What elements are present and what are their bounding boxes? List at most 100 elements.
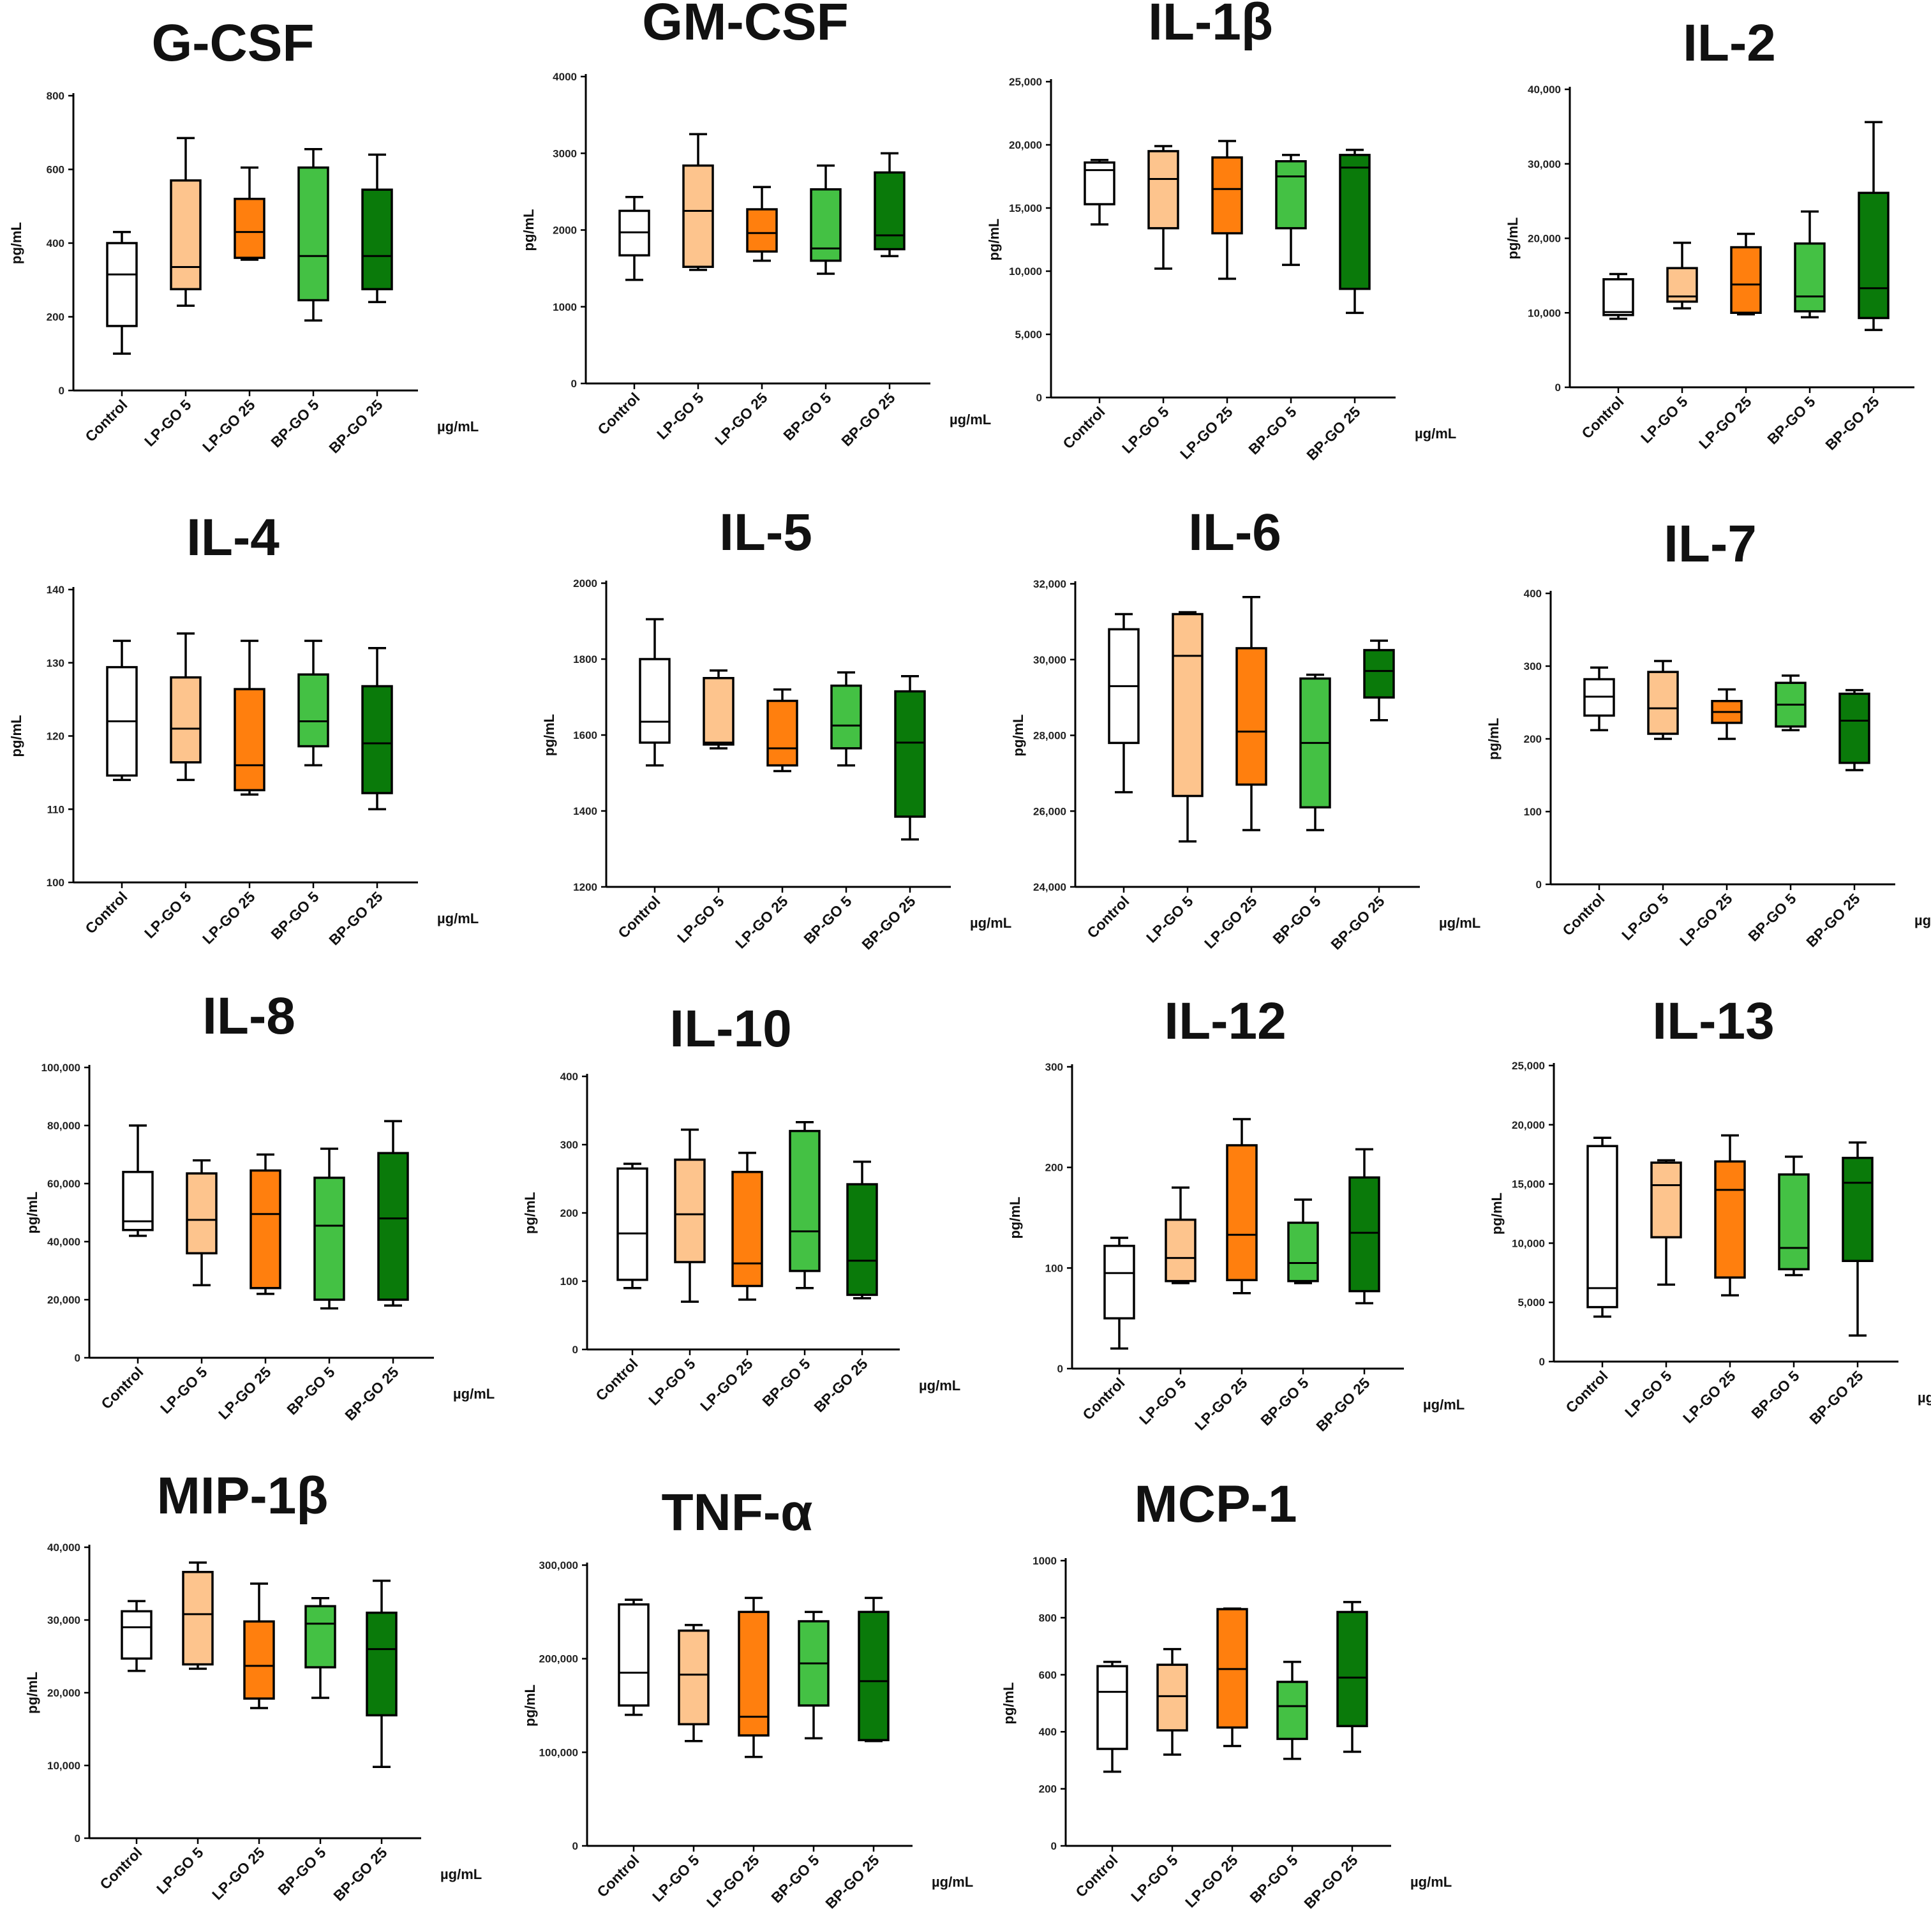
- x-category-label: LP-GO 25: [1182, 1852, 1241, 1911]
- y-tick-label: 40,000: [47, 1542, 80, 1554]
- y-axis-label: pg/mL: [1486, 718, 1502, 760]
- chart-panel: IL-6 24,000 26,000 28,000 30,000 32,000 pg/mL C…: [1010, 503, 1480, 953]
- chart-title: MCP-1: [1134, 1475, 1297, 1533]
- box-iqr: [1363, 649, 1395, 699]
- x-unit-label: µg/mL: [1439, 915, 1480, 931]
- chart-title: IL-6: [1188, 503, 1281, 561]
- box-iqr: [1794, 242, 1826, 313]
- y-tick-label: 4000: [553, 71, 577, 83]
- box-iqr: [250, 1169, 281, 1289]
- y-tick-label: 100,000: [539, 1746, 578, 1758]
- box-iqr: [1602, 278, 1634, 316]
- x-category-label: LP-GO 5: [1618, 890, 1672, 944]
- x-category-label: BP-GO 25: [325, 396, 385, 456]
- y-tick-label: 25,000: [1512, 1060, 1545, 1072]
- y-tick-label: 300: [1045, 1061, 1063, 1073]
- x-category-label: BP-GO 5: [759, 1355, 813, 1409]
- x-category-label: LP-GO 5: [674, 893, 727, 946]
- y-tick-label: 32,000: [1033, 578, 1066, 590]
- x-category-label: Control: [1559, 890, 1607, 939]
- x-category-label: BP-GO 5: [1764, 393, 1818, 447]
- y-tick-label: 30,000: [1033, 654, 1066, 666]
- y-axis-label: pg/mL: [1505, 218, 1521, 260]
- x-category-label: Control: [1084, 893, 1132, 941]
- box-iqr: [789, 1129, 821, 1272]
- y-tick-label: 130: [47, 657, 64, 669]
- x-category-label: Control: [1562, 1367, 1611, 1416]
- box-iqr: [858, 1610, 890, 1742]
- box-iqr: [234, 197, 265, 259]
- box-iqr: [1348, 1176, 1380, 1293]
- box-iqr: [1730, 246, 1762, 315]
- box-iqr: [366, 1611, 398, 1717]
- box-iqr: [678, 1629, 710, 1726]
- x-category-label: LP-GO 25: [1676, 890, 1736, 949]
- y-tick-label: 300: [560, 1139, 578, 1151]
- x-unit-label: µg/mL: [440, 1866, 482, 1882]
- box-iqr: [1650, 1161, 1682, 1238]
- chart-title: IL-10: [669, 1000, 791, 1058]
- box-iqr: [361, 685, 393, 794]
- x-category-label: BP-GO 25: [1327, 893, 1387, 953]
- y-axis-label: pg/mL: [24, 1192, 40, 1234]
- x-category-label: LP-GO 25: [215, 1364, 274, 1423]
- x-category-label: BP-GO 5: [1269, 893, 1323, 947]
- y-tick-label: 0: [571, 378, 577, 390]
- box-iqr: [170, 179, 202, 290]
- box-iqr: [1714, 1160, 1746, 1279]
- chart-title: IL-12: [1164, 992, 1286, 1050]
- y-tick-label: 140: [47, 584, 64, 596]
- x-category-label: BP-GO 25: [1313, 1374, 1373, 1434]
- chart-title: TNF-α: [661, 1483, 812, 1542]
- y-axis-label: pg/mL: [521, 209, 537, 251]
- y-tick-label: 5,000: [1015, 329, 1042, 341]
- y-tick-label: 30,000: [1528, 158, 1561, 170]
- y-axis-label: pg/mL: [541, 714, 557, 756]
- y-tick-label: 15,000: [1512, 1178, 1545, 1191]
- box-iqr: [1287, 1221, 1319, 1282]
- x-category-label: LP-GO 5: [1143, 893, 1197, 946]
- box-iqr: [186, 1172, 218, 1254]
- box-iqr: [731, 1171, 763, 1288]
- box-iqr: [1858, 191, 1890, 320]
- x-category-label: BP-GO 25: [838, 389, 898, 449]
- x-category-label: BP-GO 5: [267, 888, 322, 942]
- x-unit-label: µg/mL: [1423, 1397, 1465, 1413]
- y-axis-label: pg/mL: [522, 1192, 538, 1234]
- y-tick-label: 0: [1057, 1363, 1063, 1375]
- x-category-label: LP-GO 5: [1637, 393, 1691, 447]
- box-iqr: [1211, 156, 1243, 235]
- box-iqr: [1084, 161, 1115, 205]
- y-tick-label: 0: [75, 1352, 80, 1364]
- x-unit-label: µg/mL: [1914, 912, 1931, 928]
- box-iqr: [304, 1605, 336, 1668]
- x-unit-label: µg/mL: [919, 1378, 960, 1393]
- x-category-label: LP-GO 5: [645, 1355, 699, 1409]
- box-iqr: [361, 188, 393, 290]
- x-category-label: Control: [82, 888, 130, 937]
- box-iqr: [1276, 1681, 1308, 1741]
- y-tick-label: 10,000: [1512, 1237, 1545, 1249]
- box-iqr: [1586, 1145, 1618, 1309]
- y-tick-label: 400: [47, 237, 64, 249]
- box-iqr: [297, 673, 329, 748]
- box-iqr: [618, 1603, 650, 1707]
- box-iqr: [1336, 1610, 1368, 1728]
- chart-panel: IL-12 0 100 200 300 pg/mL Control LP-GO 5 LP-GO …: [1007, 992, 1465, 1434]
- y-tick-label: 0: [1539, 1356, 1545, 1368]
- x-category-label: LP-GO 25: [732, 893, 791, 952]
- y-tick-label: 100: [47, 877, 64, 889]
- box-iqr: [121, 1610, 153, 1660]
- x-unit-label: µg/mL: [950, 412, 991, 427]
- box-iqr: [234, 688, 265, 792]
- y-tick-label: 200: [47, 311, 64, 323]
- x-category-label: BP-GO 25: [858, 893, 918, 953]
- y-tick-label: 40,000: [47, 1236, 80, 1248]
- x-category-label: LP-GO 25: [703, 1852, 763, 1911]
- chart-title: IL-4: [186, 509, 280, 567]
- chart-panel: IL-7 0 100 200 300 400 pg/mL Control LP-GO 5 LP-G…: [1486, 515, 1931, 950]
- y-tick-label: 800: [47, 90, 64, 102]
- x-category-label: BP-GO 5: [1257, 1374, 1311, 1429]
